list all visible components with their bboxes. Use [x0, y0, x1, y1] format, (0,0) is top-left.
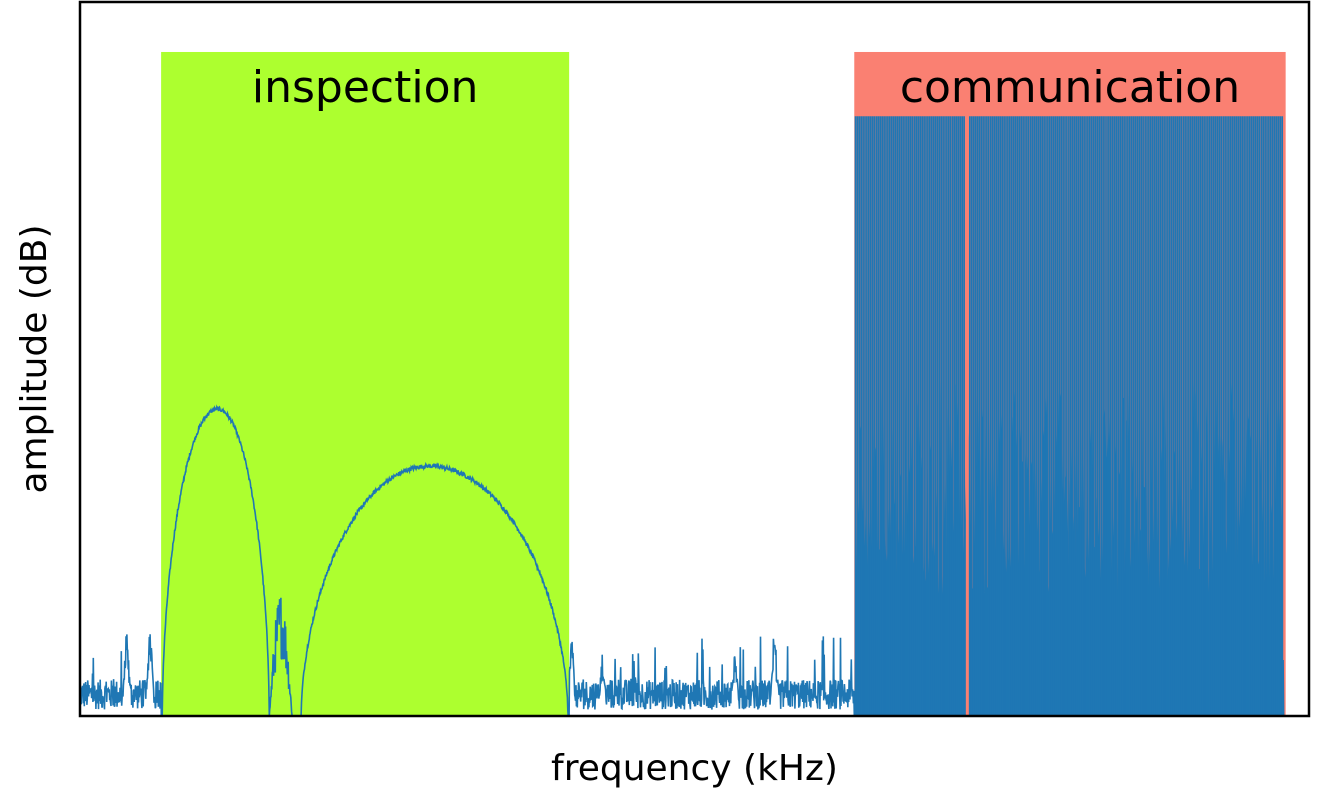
carrier-lines: [854, 116, 1284, 716]
y-axis-label: amplitude (dB): [14, 225, 55, 494]
carrier-line-set: [854, 116, 1284, 716]
signal-layer: [79, 116, 1309, 717]
communication-band-label: communication: [900, 62, 1240, 113]
plot-frame: [78, 0, 1311, 718]
inspection-band-label: inspection: [252, 62, 479, 113]
inspection-band: [161, 51, 570, 717]
band-labels-layer: inspection communication: [252, 62, 1240, 113]
x-axis-label: frequency (kHz): [551, 748, 838, 789]
